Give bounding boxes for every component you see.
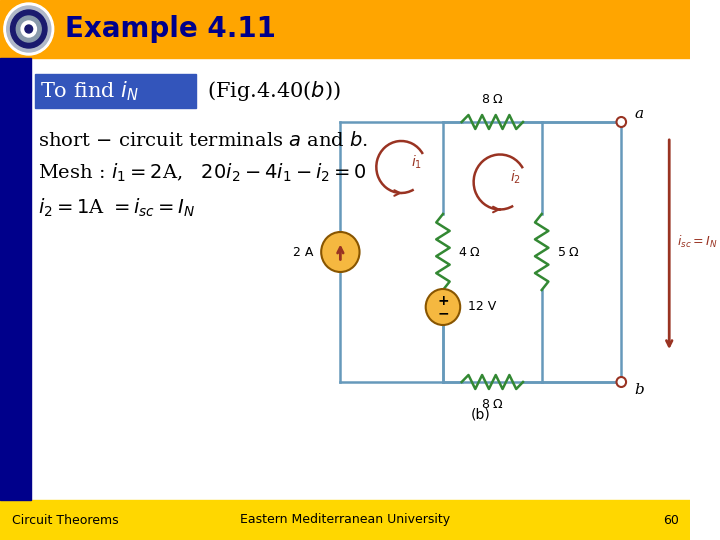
Text: $i_{sc} = I_N$: $i_{sc} = I_N$ <box>677 234 717 250</box>
Text: 2 A: 2 A <box>293 246 313 259</box>
Text: Mesh : $i_1 = 2$A,   $20i_2 - 4i_1 - i_2 = 0$: Mesh : $i_1 = 2$A, $20i_2 - 4i_1 - i_2 =… <box>38 162 367 184</box>
Text: 8 $\Omega$: 8 $\Omega$ <box>481 93 504 106</box>
Text: $i_2$: $i_2$ <box>510 168 521 186</box>
Text: 60: 60 <box>663 514 679 526</box>
Circle shape <box>426 289 460 325</box>
Text: (b): (b) <box>471 407 491 421</box>
FancyBboxPatch shape <box>35 74 196 108</box>
Circle shape <box>616 117 626 127</box>
Text: $i_2 = 1$A $= i_{sc} = I_N$: $i_2 = 1$A $= i_{sc} = I_N$ <box>38 197 196 219</box>
Bar <box>0 500 690 540</box>
Text: $i_1$: $i_1$ <box>411 153 422 171</box>
Text: 4 $\Omega$: 4 $\Omega$ <box>459 246 482 259</box>
Text: Example 4.11: Example 4.11 <box>66 15 276 43</box>
Circle shape <box>17 16 41 42</box>
Text: 12 V: 12 V <box>468 300 496 314</box>
Text: To find $\mathit{i}_N$: To find $\mathit{i}_N$ <box>40 79 140 103</box>
Text: (Fig.4.40($b$)): (Fig.4.40($b$)) <box>207 79 341 103</box>
Text: Eastern Mediterranean University: Eastern Mediterranean University <box>240 514 450 526</box>
Text: b: b <box>635 383 644 397</box>
Circle shape <box>21 21 37 37</box>
Circle shape <box>4 3 54 55</box>
Circle shape <box>25 25 32 33</box>
Text: −: − <box>437 306 449 320</box>
Text: 5 $\Omega$: 5 $\Omega$ <box>557 246 580 259</box>
Text: Circuit Theorems: Circuit Theorems <box>12 514 118 526</box>
Text: +: + <box>437 294 449 308</box>
Text: a: a <box>635 107 644 121</box>
Bar <box>0 58 31 500</box>
Text: 8 $\Omega$: 8 $\Omega$ <box>481 398 504 411</box>
Text: short $-$ circuit terminals $a$ and $b$.: short $-$ circuit terminals $a$ and $b$. <box>38 131 369 150</box>
Circle shape <box>11 10 47 48</box>
Bar <box>0 0 690 58</box>
Bar <box>0 58 690 500</box>
Circle shape <box>616 377 626 387</box>
Circle shape <box>6 6 51 52</box>
Circle shape <box>321 232 359 272</box>
